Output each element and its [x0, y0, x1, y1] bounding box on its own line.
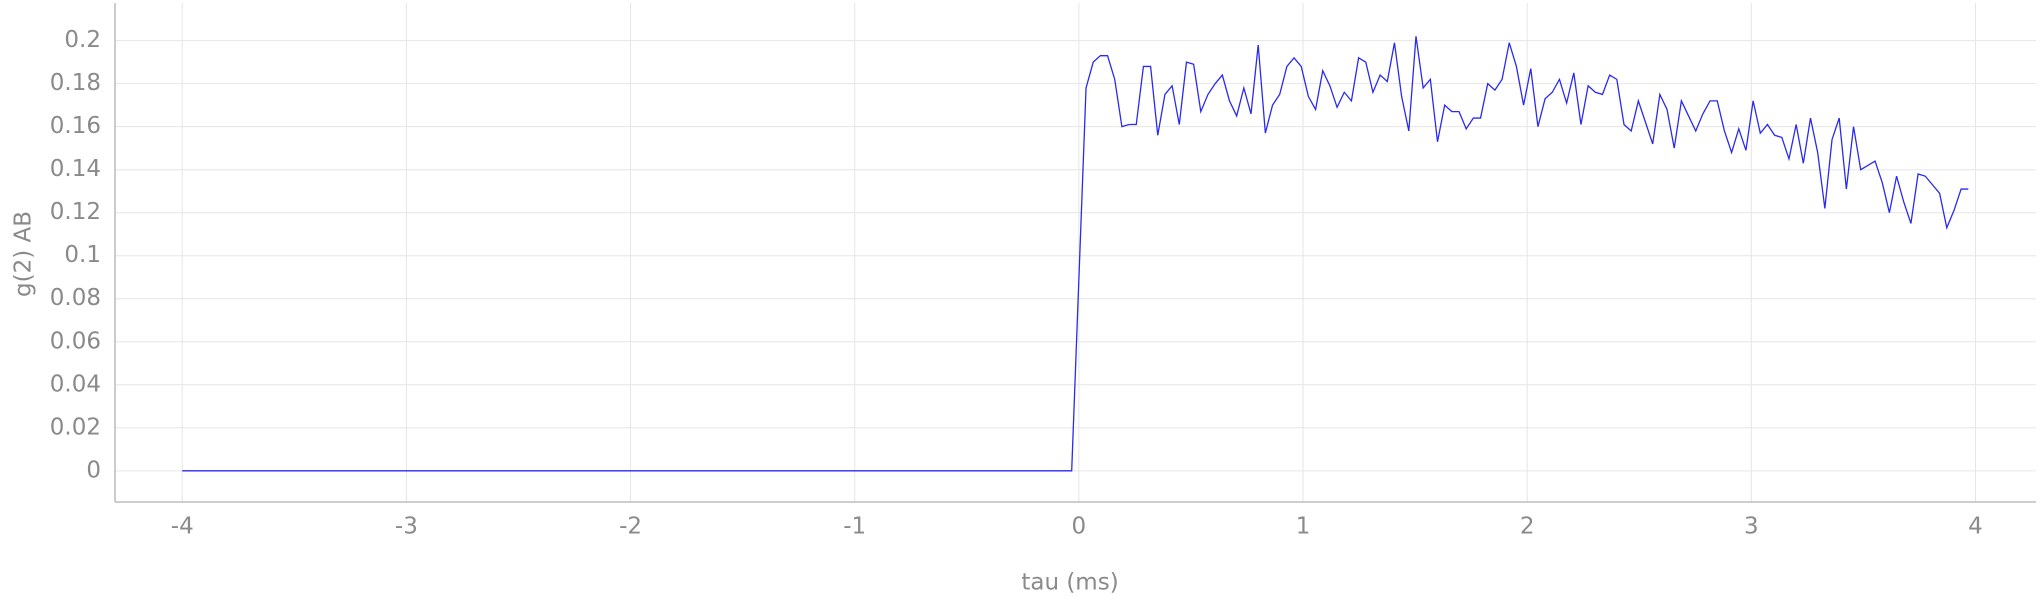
- y-tick-label: 0.18: [50, 70, 101, 96]
- y-tick-label: 0: [86, 457, 101, 483]
- y-tick-label: 0.14: [50, 156, 101, 182]
- x-tick-label: -2: [619, 514, 642, 540]
- y-axis-label: g(2) AB: [11, 211, 37, 297]
- y-tick-label: 0.04: [50, 371, 101, 397]
- y-tick-label: 0.12: [50, 199, 101, 225]
- x-tick-label: 2: [1520, 514, 1535, 540]
- y-tick-label: 0.2: [64, 27, 101, 53]
- x-tick-label: 4: [1968, 514, 1983, 540]
- x-tick-label: -1: [843, 514, 866, 540]
- y-tick-label: 0.08: [50, 285, 101, 311]
- y-tick-label: 0.16: [50, 113, 101, 139]
- y-tick-label: 0.06: [50, 328, 101, 354]
- x-tick-label: -3: [395, 514, 418, 540]
- y-tick-label: 0.1: [64, 242, 101, 268]
- x-tick-label: -4: [171, 514, 194, 540]
- x-tick-label: 1: [1296, 514, 1311, 540]
- x-axis-label: tau (ms): [1021, 570, 1118, 596]
- x-tick-label: 0: [1072, 514, 1087, 540]
- grid: [115, 3, 2036, 502]
- y-tick-label: 0.02: [50, 414, 101, 440]
- data-line: [182, 36, 1969, 472]
- x-tick-label: 3: [1744, 514, 1759, 540]
